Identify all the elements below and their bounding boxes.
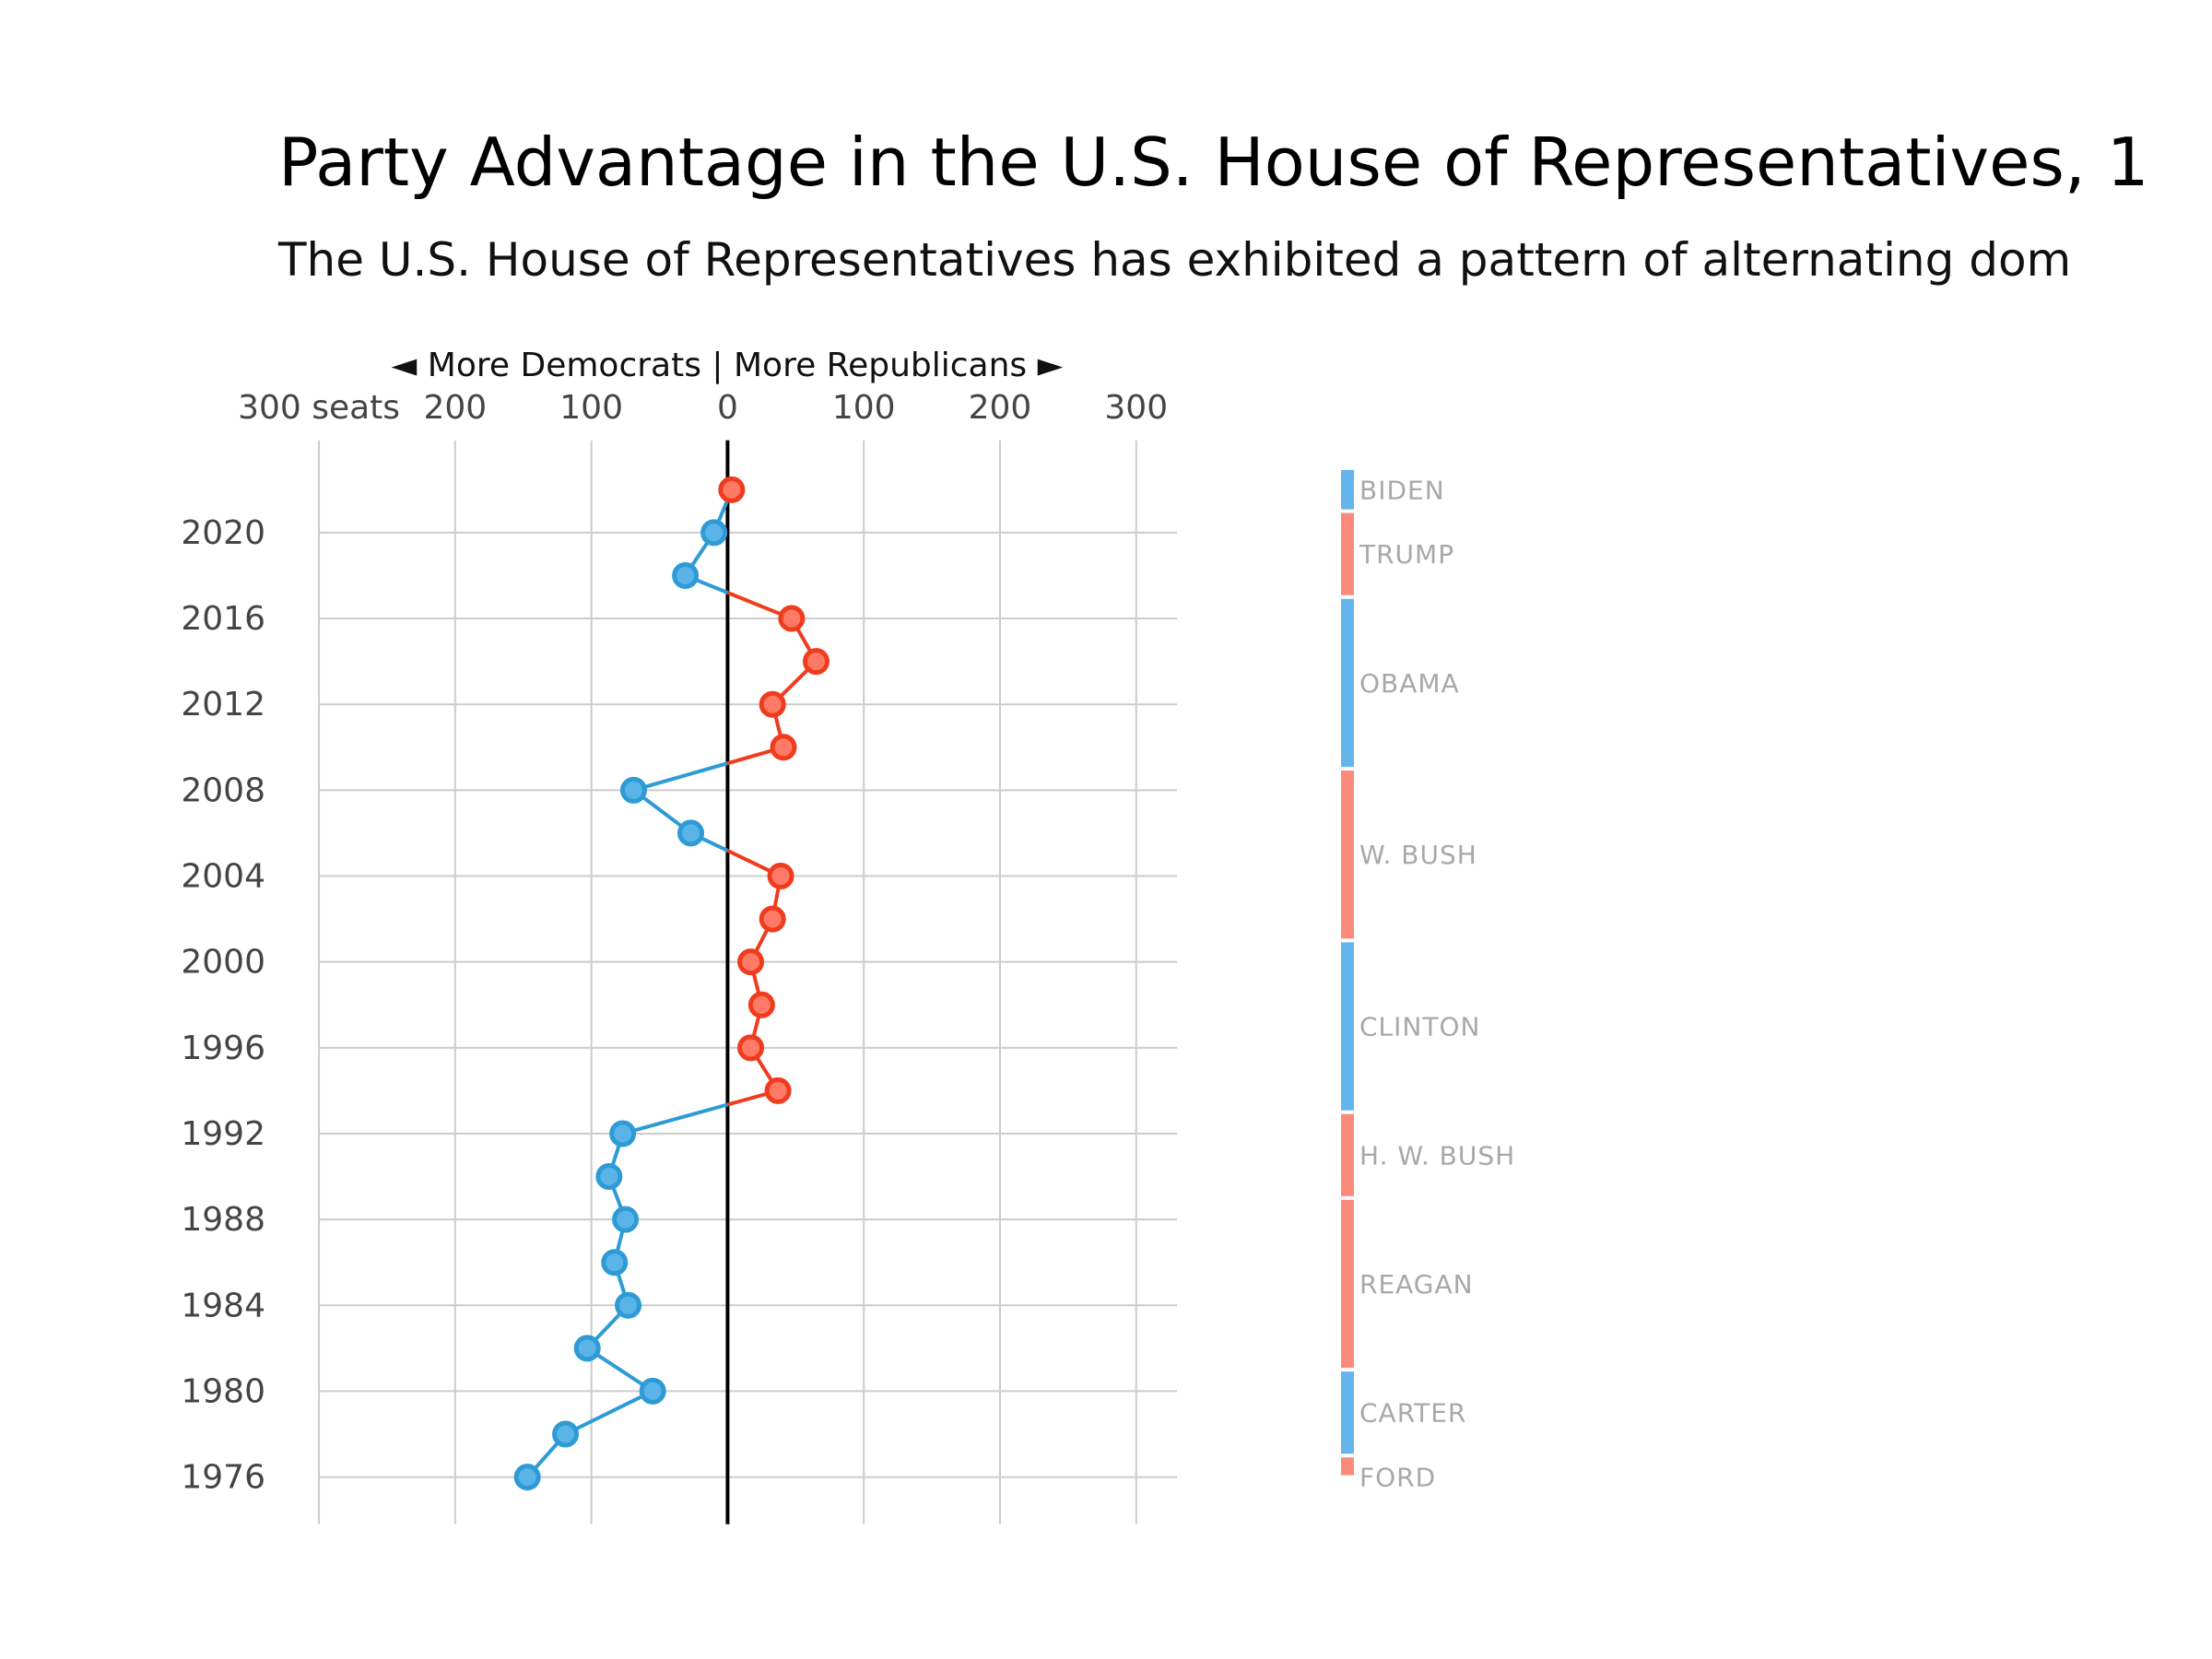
republican-point <box>770 734 797 761</box>
president-label: REAGAN <box>1359 1269 1474 1300</box>
y-tick-label: 1980 <box>181 1372 265 1410</box>
president-bar <box>1341 1113 1354 1196</box>
x-tick-label: 200 <box>969 389 1032 427</box>
democrat-point <box>700 519 728 547</box>
president-bar <box>1341 1371 1354 1454</box>
president-timeline: FORD CARTER REAGAN H. W. BUSH CLINTON W. BUSH… <box>1341 470 1515 1493</box>
y-tick-label: 1984 <box>181 1287 265 1324</box>
democrat-point <box>612 1206 640 1233</box>
president-label: BIDEN <box>1359 475 1445 505</box>
y-tick-label: 2000 <box>181 944 265 982</box>
x-tick-label: 100 <box>559 389 623 427</box>
series-line-segment <box>622 1102 728 1135</box>
y-tick-label: 1988 <box>181 1201 265 1239</box>
president-label: CARTER <box>1359 1398 1466 1429</box>
president-bar <box>1341 512 1354 595</box>
x-axis-tick-labels: 300 seats 200 100 0 100 200 300 <box>238 389 1168 427</box>
series-layer <box>513 476 830 1491</box>
republican-point <box>718 476 746 503</box>
y-tick-label: 2008 <box>181 771 265 809</box>
y-tick-label: 2012 <box>181 686 265 724</box>
republican-point <box>759 905 786 933</box>
republican-point <box>778 605 806 632</box>
republican-point <box>737 948 765 976</box>
y-axis-tick-labels: 1976 1980 1984 1988 1992 1996 2000 2004 2008 2012… <box>181 514 265 1497</box>
chart-subtitle: The U.S. House of Representatives has ex… <box>277 233 2071 287</box>
president-label: OBAMA <box>1359 668 1460 699</box>
x-tick-label: 300 seats <box>238 389 400 427</box>
president-bar <box>1341 470 1354 510</box>
democrat-point <box>513 1464 541 1491</box>
y-tick-label: 1996 <box>181 1030 265 1067</box>
x-tick-label: 200 <box>423 389 487 427</box>
y-tick-label: 2020 <box>181 514 265 552</box>
president-bar <box>1341 942 1354 1111</box>
democrat-point <box>573 1335 601 1362</box>
y-tick-label: 1976 <box>181 1459 265 1497</box>
republican-point <box>802 648 830 676</box>
president-bar <box>1341 598 1354 768</box>
republican-point <box>764 1077 792 1104</box>
y-tick-label: 2016 <box>181 600 265 638</box>
democrat-point <box>615 1291 642 1319</box>
president-label: CLINTON <box>1359 1012 1480 1042</box>
top-axis-label: ◄ More Democrats | More Republicans ► <box>392 347 1064 384</box>
democrat-point <box>619 776 647 804</box>
republican-point <box>767 863 794 890</box>
x-tick-label: 100 <box>832 389 896 427</box>
president-bar <box>1341 1457 1354 1476</box>
chart-title: Party Advantage in the U.S. House of Rep… <box>278 124 2149 201</box>
democrat-point <box>677 819 705 847</box>
president-bar <box>1341 1199 1354 1369</box>
x-tick-label: 300 <box>1104 389 1168 427</box>
democrat-point <box>601 1249 629 1277</box>
series-line-segment <box>563 1389 655 1436</box>
president-label: W. BUSH <box>1359 840 1477 870</box>
democrat-point <box>552 1420 580 1448</box>
president-label: FORD <box>1359 1463 1436 1493</box>
democrat-point <box>595 1163 623 1191</box>
democrat-point <box>672 561 700 589</box>
y-tick-label: 2004 <box>181 858 265 896</box>
republican-point <box>747 991 775 1018</box>
y-tick-label: 1992 <box>181 1115 265 1153</box>
president-label: TRUMP <box>1359 539 1454 570</box>
democrat-point <box>609 1120 637 1147</box>
president-label: H. W. BUSH <box>1359 1140 1515 1171</box>
democrat-point <box>639 1377 666 1405</box>
series-line-segment <box>632 761 728 793</box>
president-bar <box>1341 771 1354 939</box>
republican-point <box>737 1034 765 1062</box>
republican-point <box>759 690 786 718</box>
gridlines <box>318 440 1178 1524</box>
x-tick-label: 0 <box>717 389 738 427</box>
